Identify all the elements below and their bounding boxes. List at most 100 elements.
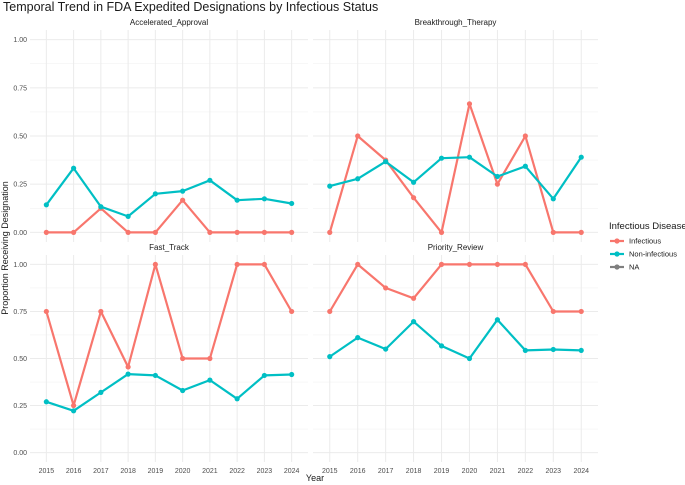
data-point <box>71 165 77 171</box>
data-point <box>355 261 361 268</box>
x-tick-label: 2019 <box>148 468 164 475</box>
facet-strip-label: Accelerated_Approval <box>130 18 208 27</box>
data-point <box>98 389 104 395</box>
x-tick-label: 2019 <box>434 468 450 475</box>
y-tick-label: 0.00 <box>13 450 27 457</box>
data-point <box>383 346 389 352</box>
data-point <box>578 308 584 315</box>
legend-key <box>610 251 624 257</box>
data-point <box>522 133 528 139</box>
y-tick-label: 0.25 <box>13 182 27 189</box>
data-point <box>180 188 186 194</box>
data-point <box>43 308 49 315</box>
series-line <box>329 318 582 360</box>
x-tick-label: 2020 <box>175 468 191 475</box>
data-point <box>578 229 584 235</box>
data-point <box>71 402 77 409</box>
facet-fast-track: Fast_Track 0.00 0.25 0.50 0.75 1.00 2015 2016 20… <box>13 243 308 475</box>
data-point <box>522 347 528 354</box>
x-tick-label: 2024 <box>284 468 300 475</box>
data-point <box>180 387 186 394</box>
x-tick-label: 2023 <box>546 468 562 475</box>
data-point <box>289 308 295 315</box>
legend-key-point <box>614 251 620 257</box>
data-point <box>578 154 584 160</box>
series-infectious <box>43 261 295 409</box>
data-point <box>438 155 445 161</box>
data-point <box>125 371 131 377</box>
y-tick-label: 1.00 <box>13 37 27 44</box>
data-point <box>355 176 361 182</box>
data-point <box>207 355 213 362</box>
facet-breakthrough-therapy: Breakthrough_Therapy <box>313 18 598 242</box>
y-tick-label: 0.25 <box>13 403 27 410</box>
data-point <box>207 229 213 235</box>
x-tick-label: 2017 <box>93 468 109 475</box>
data-point <box>327 308 333 315</box>
x-tick-label: 2015 <box>39 468 55 475</box>
data-point <box>234 229 240 235</box>
series-infectious <box>327 261 584 315</box>
series-infectious <box>43 197 295 235</box>
data-point <box>494 261 501 268</box>
data-point <box>234 261 240 268</box>
x-tick-label: 2021 <box>202 468 218 475</box>
data-point <box>550 229 556 235</box>
data-point <box>180 197 186 203</box>
data-point <box>261 196 267 202</box>
x-tick-label: 2024 <box>573 468 589 475</box>
x-tick-label: 2016 <box>350 468 366 475</box>
series-line <box>46 373 292 412</box>
y-axis-label: Proportion Receiving Designation <box>0 181 10 315</box>
series-non-infectious <box>43 371 295 414</box>
data-point <box>43 202 49 208</box>
data-point <box>261 261 267 268</box>
facet-panels: Accelerated_Approval 0.00 0.25 0.50 0.75 1.00… <box>13 18 598 475</box>
facet-priority-review: Priority_Review 2015 2016 2017 2018 2019 2020 2… <box>313 243 598 475</box>
series-line <box>328 263 582 313</box>
data-point <box>522 163 528 169</box>
data-point <box>550 346 556 353</box>
data-point <box>289 200 295 207</box>
legend-title: Infectious Disease <box>609 221 685 232</box>
data-point <box>438 229 445 235</box>
data-point <box>550 196 556 202</box>
data-point <box>355 335 361 341</box>
series-line <box>329 156 583 200</box>
data-point <box>261 229 267 235</box>
y-tick-label: 0.75 <box>13 309 27 316</box>
facet-accelerated-approval: Accelerated_Approval 0.00 0.25 0.50 0.75 1.00 <box>13 18 308 242</box>
x-tick-label: 2020 <box>462 468 478 475</box>
data-point <box>207 377 213 383</box>
data-point <box>125 229 131 235</box>
series-line <box>45 263 293 407</box>
data-point <box>327 183 333 189</box>
legend-label: NA <box>629 263 639 272</box>
data-point <box>261 372 267 379</box>
data-point <box>466 355 473 362</box>
y-tick-label: 0.50 <box>13 134 27 141</box>
data-point <box>152 191 158 197</box>
data-point <box>125 213 131 219</box>
data-point <box>494 181 501 187</box>
legend-label: Infectious <box>629 237 661 246</box>
data-point <box>410 195 417 201</box>
data-point <box>438 261 445 268</box>
x-tick-label: 2018 <box>406 468 422 475</box>
series-line <box>328 102 582 234</box>
x-axis-label: Year <box>306 473 324 483</box>
data-point <box>180 355 186 362</box>
series-line <box>45 167 292 218</box>
data-point <box>152 229 158 235</box>
data-point <box>466 101 473 107</box>
x-tick-label: 2015 <box>322 468 338 475</box>
data-point <box>125 364 131 370</box>
x-tick-label: 2022 <box>518 468 534 475</box>
x-tick-label: 2016 <box>66 468 82 475</box>
data-point <box>207 177 213 183</box>
data-point <box>98 308 104 315</box>
legend-key <box>610 238 624 244</box>
data-point <box>152 372 158 379</box>
data-point <box>71 408 77 414</box>
